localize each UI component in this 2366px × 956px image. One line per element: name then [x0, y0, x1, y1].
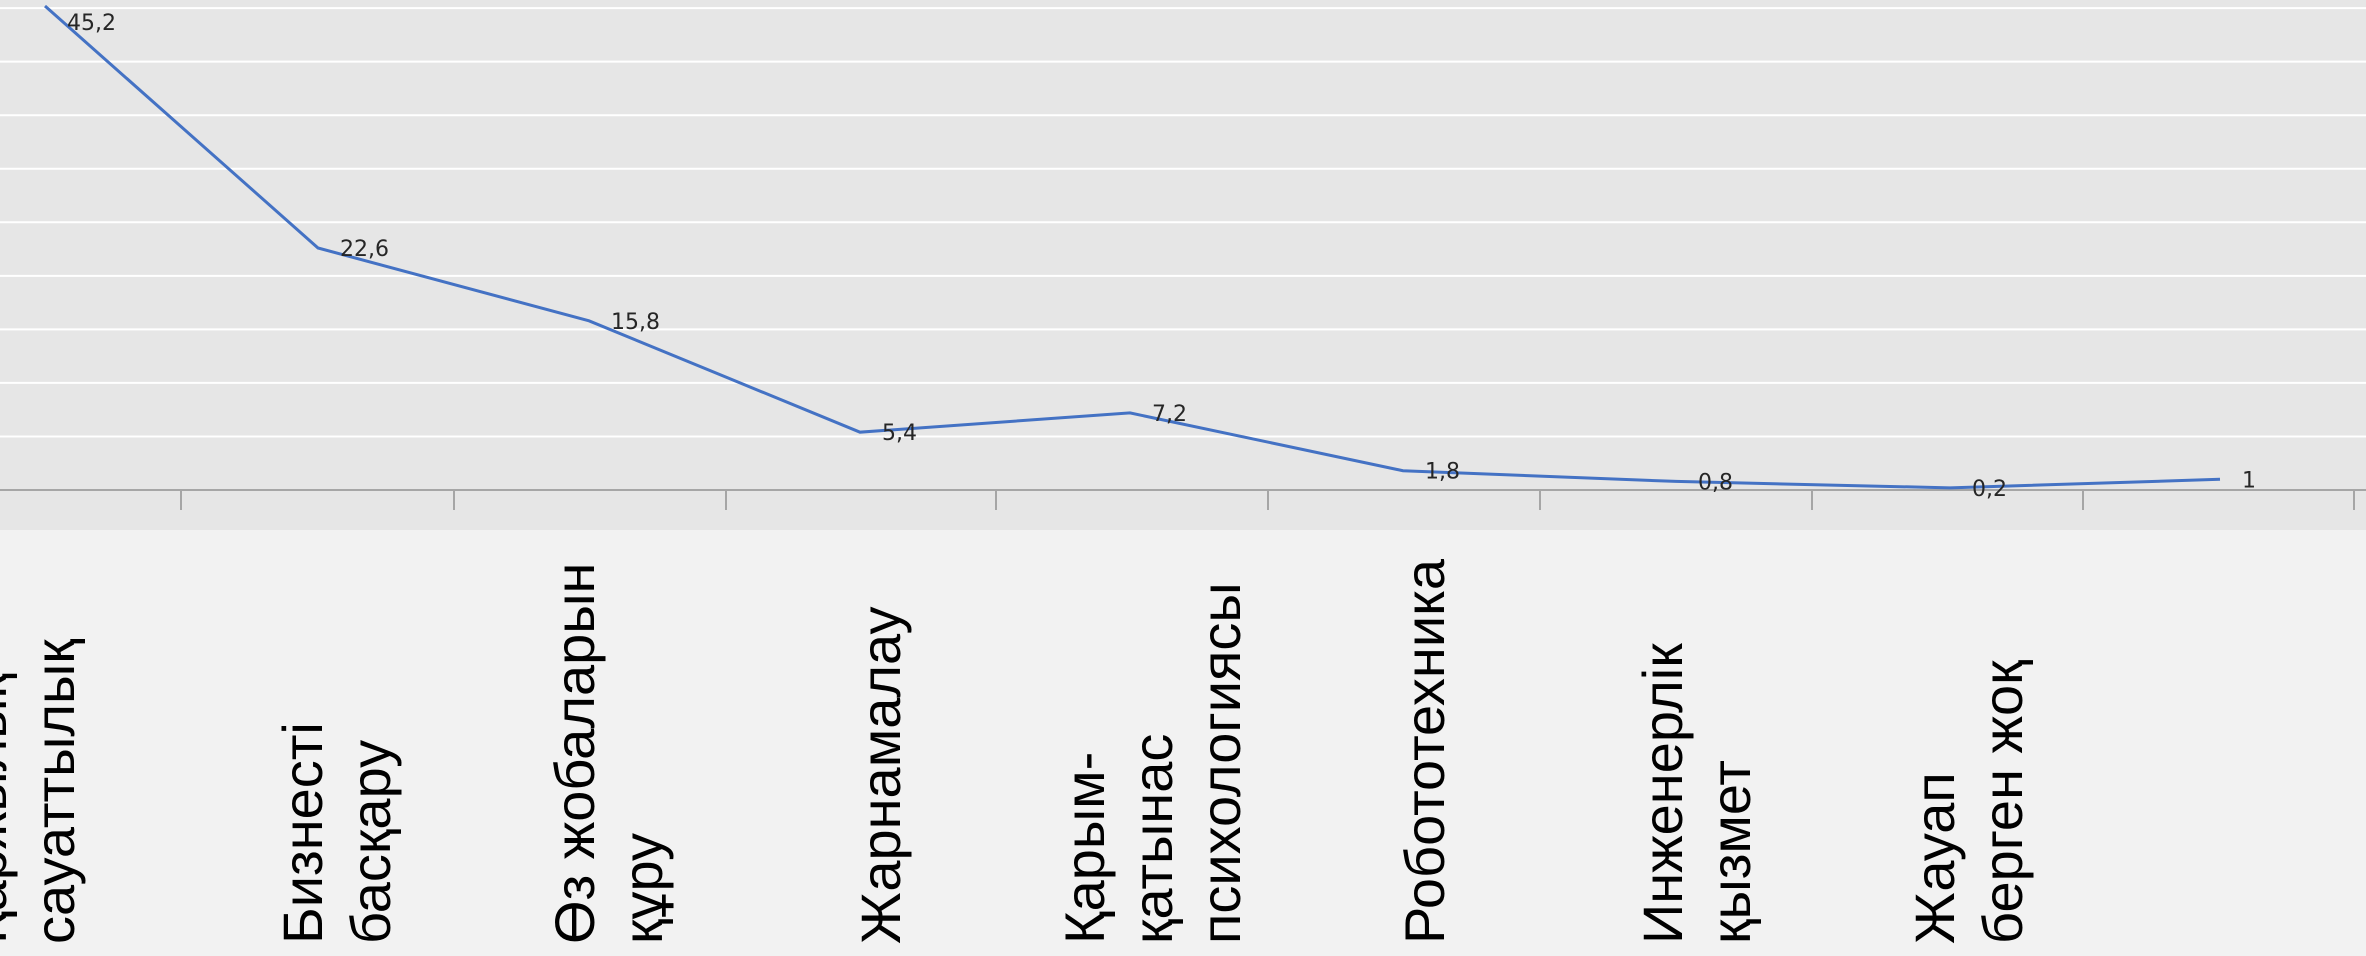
- category-label-line: сауаттылық: [23, 639, 86, 944]
- category-label: Жауапберген жоқ: [1903, 660, 2034, 944]
- gridlines: [0, 7, 2366, 438]
- data-label: 0,2: [1972, 477, 2007, 502]
- category-label: Өз жобаларынқұру: [543, 563, 674, 944]
- data-label: 0,8: [1698, 470, 1733, 495]
- series-line: [44, 4, 2221, 490]
- category-label: Жарнамалау: [849, 606, 912, 944]
- x-axis: [0, 489, 2366, 510]
- category-label-line: құру: [611, 833, 674, 944]
- category-label: Қаржылық сауаттылық: [0, 639, 86, 944]
- category-label-line: қызмет: [1699, 760, 1762, 944]
- category-label: Робототехника: [1393, 558, 1456, 944]
- category-label-line: психологиясы: [1189, 582, 1252, 944]
- data-label: 7,2: [1152, 402, 1187, 427]
- category-label-line: Өз жобаларын: [543, 563, 606, 944]
- category-label-line: Инженерлік: [1631, 643, 1694, 944]
- category-label-line: Қаржылық: [0, 673, 18, 944]
- category-label-line: қатынас: [1121, 734, 1184, 944]
- data-label: 22,6: [340, 237, 389, 262]
- data-label: 15,8: [611, 310, 660, 335]
- category-label-line: Жауап: [1903, 772, 1966, 944]
- category-label-line: Робототехника: [1393, 558, 1456, 944]
- plot-area: [0, 0, 2366, 530]
- data-labels: 45,2 22,6 15,8 5,4 7,2 1,8 0,8 0,2 1: [67, 11, 2256, 502]
- category-area: [0, 530, 2366, 956]
- category-label-line: басқару: [339, 740, 402, 944]
- category-label-line: Жарнамалау: [849, 606, 912, 944]
- category-label: Бизнестібасқару: [271, 722, 402, 944]
- data-label: 45,2: [67, 11, 116, 36]
- data-label: 5,4: [882, 421, 917, 446]
- category-label-line: Қарым-: [1053, 752, 1116, 944]
- data-label: 1: [2242, 468, 2256, 493]
- category-label-line: берген жоқ: [1971, 660, 2034, 944]
- category-label: Қарым-қатынаспсихологиясы: [1053, 582, 1252, 944]
- category-label-line: Бизнесті: [271, 722, 334, 944]
- category-label: Инженерлікқызмет: [1631, 643, 1762, 944]
- category-labels: Қаржылық сауаттылық Бизнестібасқару Өз жоба…: [0, 558, 2034, 944]
- data-label: 1,8: [1425, 460, 1460, 485]
